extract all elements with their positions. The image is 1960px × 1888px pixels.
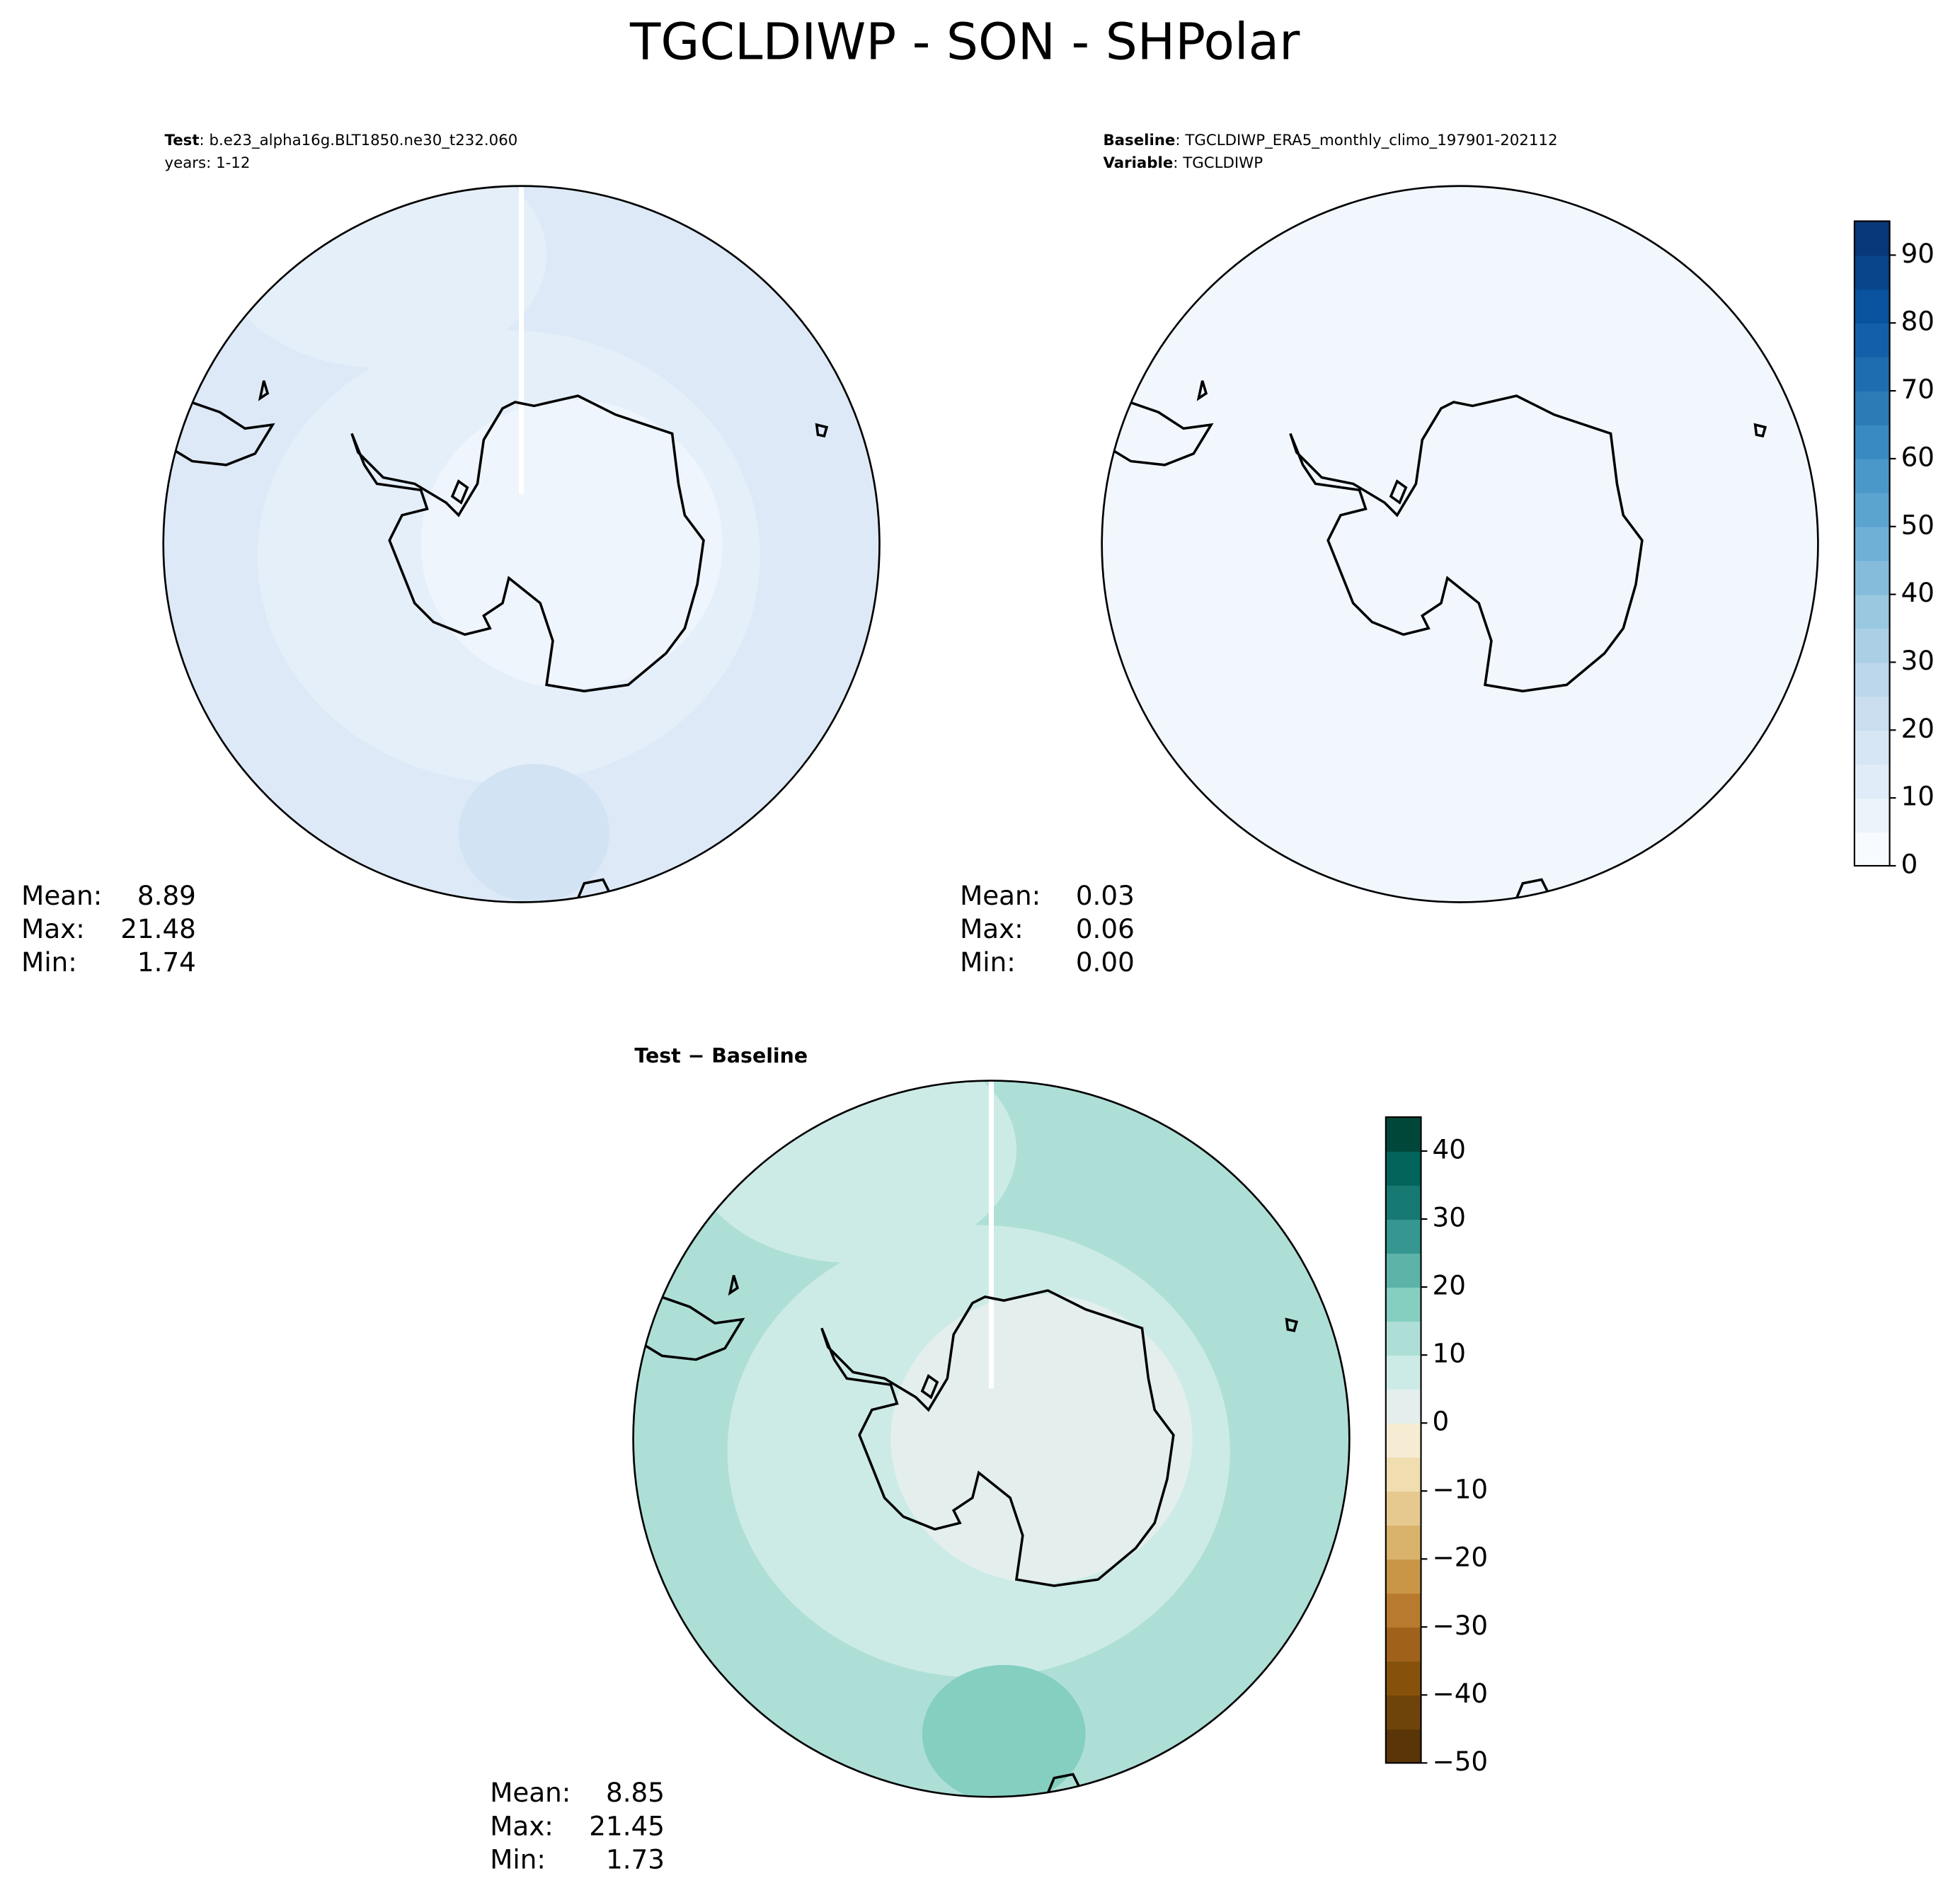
colorbar-tick-label: −20 [1433,1542,1489,1573]
colorbar-frame [1853,220,1891,867]
colorbar-tick-label: −40 [1433,1678,1489,1709]
colorbar-frame [1385,1116,1422,1764]
colorbar-band [1854,560,1890,595]
map-test [162,185,881,903]
colorbar-band [1385,1117,1421,1152]
panel-header: Variable: TGCLDIWP [1103,154,1263,172]
stat-label: Min: [960,946,1016,978]
colorbar-band [1854,391,1890,425]
panel-header: Test − Baseline [634,1044,808,1068]
colorbar-band [1854,221,1890,256]
colorbar-band [1854,357,1890,391]
stat-label: Mean: [490,1777,571,1808]
stat-label: Mean: [960,880,1041,911]
colorbar-band [1854,764,1890,799]
stat-value: 8.85 [606,1777,665,1808]
colorbar-band [1385,1219,1421,1254]
colorbar-tick-label: 10 [1433,1338,1466,1369]
colorbar-band [1385,1695,1421,1730]
colorbar-tick-label: 50 [1901,509,1935,540]
colorbar-band [1385,1355,1421,1390]
stat-value: 0.00 [1076,946,1135,978]
colorbar-band [1385,1627,1421,1662]
header-text: years: 1-12 [165,154,251,172]
colorbar-band [1854,730,1890,765]
panel-header: years: 1-12 [165,154,251,172]
stat-label: Max: [21,913,85,944]
colorbar-band [1385,1491,1421,1526]
colorbar-tick-label: 20 [1433,1270,1466,1301]
colorbar-band [1854,798,1890,833]
colorbar-band [1385,1185,1421,1220]
colorbar-band [1854,289,1890,324]
colorbar-tick-label: 70 [1901,374,1935,405]
stat-value: 0.03 [1076,880,1135,911]
header-text: : b.e23_alpha16g.BLT1850.ne30_t232.060 [200,132,518,149]
colorbar-band [1385,1729,1421,1764]
stat-value: 1.74 [137,946,196,978]
colorbar-band [1385,1253,1421,1288]
stat-label: Min: [490,1843,546,1875]
colorbar-tick-label: 0 [1433,1406,1450,1437]
colorbar-band [1385,1423,1421,1458]
stat-value: 21.48 [120,913,196,944]
colorbar-band [1854,458,1890,493]
stat-value: 0.06 [1076,913,1135,944]
colorbar-band [1385,1661,1421,1696]
stat-label: Max: [490,1810,554,1841]
stat-value: 21.45 [589,1810,665,1841]
colorbar-band [1854,492,1890,527]
stat-value: 1.73 [606,1843,665,1875]
header-key: Baseline [1103,132,1175,149]
colorbar-band [1854,628,1890,663]
colorbar-tick-label: 10 [1901,781,1935,812]
colorbar-band [1385,1287,1421,1322]
colorbar-tick-label: 40 [1433,1134,1466,1165]
colorbar-tick-label: 0 [1901,849,1918,880]
colorbar-band [1385,1389,1421,1424]
header-text: : TGCLDIWP_ERA5_monthly_climo_197901-202… [1175,132,1557,149]
header-text: : TGCLDIWP [1173,154,1263,172]
colorbar-tick-label: 90 [1901,238,1935,269]
colorbar-band [1385,1559,1421,1594]
colorbar-tick-label: 40 [1901,577,1935,608]
stat-label: Mean: [21,880,102,911]
colorbar-band [1854,255,1890,290]
header-key: Test − Baseline [634,1044,808,1068]
header-key: Variable [1103,154,1173,172]
colorbar-band [1385,1457,1421,1492]
colorbar-tick-label: −50 [1433,1746,1489,1777]
map-baseline [1101,185,1819,903]
map-difference [632,1080,1351,1798]
panel-header: Baseline: TGCLDIWP_ERA5_monthly_climo_19… [1103,132,1557,149]
colorbar-band [1385,1593,1421,1628]
colorbar-tick-label: 60 [1901,441,1935,472]
stat-label: Max: [960,913,1024,944]
colorbar-tick-label: 80 [1901,306,1935,337]
colorbar-band [1854,526,1890,561]
stat-label: Min: [21,946,77,978]
colorbar-band [1385,1525,1421,1560]
colorbar-tick-label: 20 [1901,713,1935,744]
header-key: Test [165,132,200,149]
colorbar-band [1854,662,1890,697]
colorbar-tick-label: −30 [1433,1610,1489,1641]
panel-header: Test: b.e23_alpha16g.BLT1850.ne30_t232.0… [165,132,518,149]
colorbar-band [1854,424,1890,459]
colorbar-band [1854,832,1890,866]
colorbar-band [1385,1151,1421,1186]
colorbar-tick-label: 30 [1901,645,1935,676]
colorbar-band [1385,1321,1421,1356]
colorbar-band [1854,323,1890,358]
figure-title: TGCLDIWP - SON - SHPolar [629,12,1300,71]
colorbar-band [1854,696,1890,731]
colorbar-tick-label: 30 [1433,1202,1466,1233]
colorbar-tick-label: −10 [1433,1474,1489,1505]
colorbar-band [1854,594,1890,629]
stat-value: 8.89 [137,880,196,911]
